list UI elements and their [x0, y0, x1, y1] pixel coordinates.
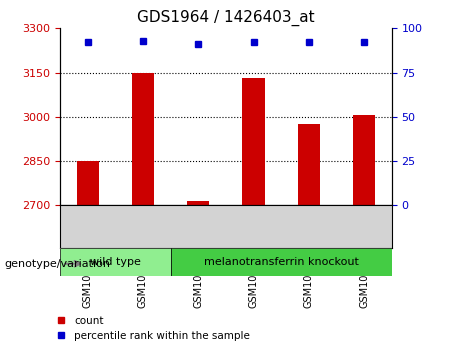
FancyBboxPatch shape [60, 248, 171, 276]
FancyBboxPatch shape [171, 248, 392, 276]
Text: genotype/variation: genotype/variation [5, 259, 111, 269]
Text: wild type: wild type [90, 257, 141, 267]
Bar [187, 201, 209, 205]
Title: GDS1964 / 1426403_at: GDS1964 / 1426403_at [137, 9, 315, 25]
Bar [77, 161, 99, 205]
Bar [132, 73, 154, 205]
Bar [242, 79, 265, 205]
Legend: count, percentile rank within the sample: count, percentile rank within the sample [51, 312, 254, 345]
Text: melanotransferrin knockout: melanotransferrin knockout [204, 257, 359, 267]
Bar [353, 115, 375, 205]
Bar [298, 124, 320, 205]
